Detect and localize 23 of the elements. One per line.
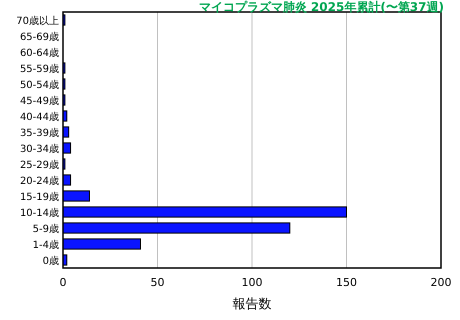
y-tick-label: 35-39歳 — [20, 127, 59, 139]
x-tick-label: 150 — [336, 276, 357, 289]
y-tick-label: 45-49歳 — [20, 95, 59, 107]
x-tick-label: 0 — [60, 276, 66, 289]
x-tick-label: 50 — [150, 276, 164, 289]
y-tick-label: 65-69歳 — [20, 31, 59, 43]
y-tick-label: 40-44歳 — [20, 111, 59, 123]
x-tick-label: 200 — [430, 276, 452, 289]
y-tick-label: 55-59歳 — [20, 63, 59, 75]
x-axis-title: 報告数 — [232, 297, 272, 312]
y-tick-label: 0歳 — [42, 255, 59, 267]
y-tick-label: 30-34歳 — [20, 143, 59, 155]
y-tick-label: 10-14歳 — [20, 207, 59, 219]
y-tick-label: 70歳以上 — [16, 15, 59, 27]
y-tick-label: 25-29歳 — [20, 159, 59, 171]
y-tick-label: 5-9歳 — [32, 223, 59, 235]
y-tick-label: 60-64歳 — [20, 47, 59, 59]
y-tick-label: 1-4歳 — [32, 239, 59, 251]
y-tick-label: 20-24歳 — [20, 175, 59, 187]
y-tick-label: 15-19歳 — [20, 191, 59, 203]
y-tick-label: 50-54歳 — [20, 79, 59, 91]
chart-title: マイコプラズマ肺炎 2025年累計(〜第37週) — [198, 0, 444, 14]
x-tick-label: 100 — [242, 276, 262, 289]
